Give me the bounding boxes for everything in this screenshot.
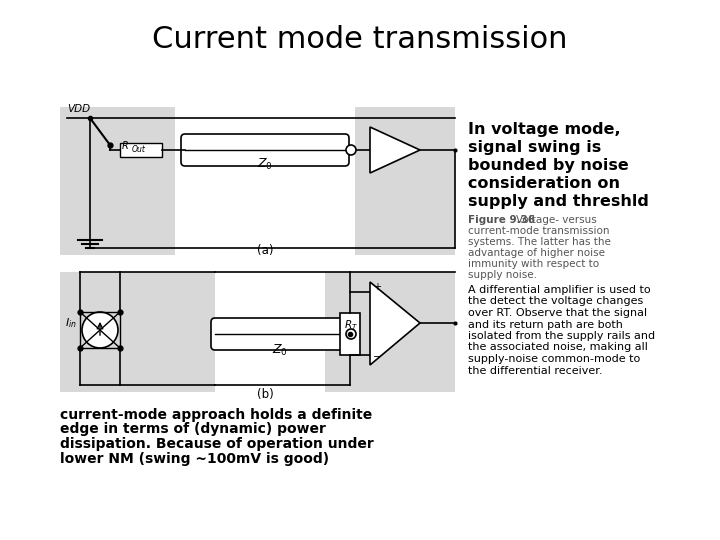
Text: Figure 9.36: Figure 9.36 (468, 215, 539, 225)
Text: In voltage mode,: In voltage mode, (468, 122, 621, 137)
Circle shape (346, 145, 356, 155)
Text: −: − (373, 352, 381, 362)
Text: signal swing is: signal swing is (468, 140, 601, 155)
Text: the detect the voltage changes: the detect the voltage changes (468, 296, 643, 307)
Text: supply noise.: supply noise. (468, 270, 537, 280)
Circle shape (82, 312, 118, 348)
Text: A differential amplifier is used to: A differential amplifier is used to (468, 285, 651, 295)
Text: Voltage- versus: Voltage- versus (516, 215, 597, 225)
Text: edge in terms of (dynamic) power: edge in terms of (dynamic) power (60, 422, 326, 436)
Text: isolated from the supply rails and: isolated from the supply rails and (468, 331, 655, 341)
Circle shape (346, 329, 356, 339)
Text: (a): (a) (257, 244, 274, 257)
Polygon shape (370, 282, 420, 365)
FancyBboxPatch shape (181, 134, 349, 166)
Text: current-mode transmission: current-mode transmission (468, 226, 610, 236)
Text: Out: Out (132, 145, 146, 154)
Text: $Z_0$: $Z_0$ (272, 343, 288, 358)
Text: over RT. Observe that the signal: over RT. Observe that the signal (468, 308, 647, 318)
Text: dissipation. Because of operation under: dissipation. Because of operation under (60, 437, 374, 451)
FancyBboxPatch shape (60, 272, 215, 392)
Text: advantage of higher noise: advantage of higher noise (468, 248, 605, 258)
Text: (b): (b) (256, 388, 274, 401)
Text: immunity with respect to: immunity with respect to (468, 259, 599, 269)
FancyBboxPatch shape (175, 117, 355, 245)
Text: consideration on: consideration on (468, 176, 620, 191)
Text: supply and threshld: supply and threshld (468, 194, 649, 209)
Text: R: R (122, 141, 129, 151)
Text: +: + (373, 282, 381, 292)
Polygon shape (370, 127, 420, 173)
FancyBboxPatch shape (325, 272, 455, 392)
Text: lower NM (swing ~100mV is good): lower NM (swing ~100mV is good) (60, 451, 329, 465)
Text: supply-noise common-mode to: supply-noise common-mode to (468, 354, 640, 364)
FancyBboxPatch shape (211, 318, 349, 350)
FancyBboxPatch shape (340, 313, 360, 355)
Text: VDD: VDD (67, 104, 90, 114)
Text: $I_{in}$: $I_{in}$ (65, 316, 77, 330)
Text: the associated noise, making all: the associated noise, making all (468, 342, 648, 353)
Text: current-mode approach holds a definite: current-mode approach holds a definite (60, 408, 372, 422)
FancyBboxPatch shape (355, 107, 455, 255)
FancyBboxPatch shape (215, 272, 325, 392)
Text: Current mode transmission: Current mode transmission (152, 25, 568, 54)
Text: systems. The latter has the: systems. The latter has the (468, 237, 611, 247)
FancyBboxPatch shape (60, 107, 175, 255)
Text: the differential receiver.: the differential receiver. (468, 366, 603, 375)
Text: bounded by noise: bounded by noise (468, 158, 629, 173)
Text: and its return path are both: and its return path are both (468, 320, 623, 329)
Text: $Z_0$: $Z_0$ (257, 157, 273, 172)
Text: $R_T$: $R_T$ (344, 318, 358, 332)
FancyBboxPatch shape (120, 143, 162, 157)
